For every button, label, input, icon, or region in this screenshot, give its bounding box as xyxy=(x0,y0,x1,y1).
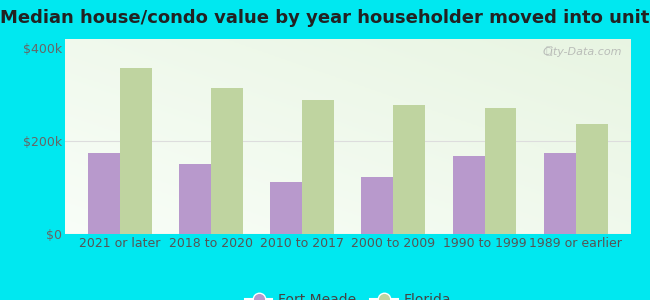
Bar xyxy=(484,108,517,234)
Text: City-Data.com: City-Data.com xyxy=(543,47,622,57)
Bar xyxy=(88,153,120,234)
Bar xyxy=(393,105,425,234)
Text: Median house/condo value by year householder moved into unit: Median house/condo value by year househo… xyxy=(0,9,650,27)
Bar xyxy=(211,88,243,234)
Bar xyxy=(120,68,151,234)
Bar xyxy=(302,100,334,234)
Bar xyxy=(179,164,211,234)
Legend: Fort Meade, Florida: Fort Meade, Florida xyxy=(239,288,456,300)
Bar xyxy=(270,182,302,234)
Bar xyxy=(452,156,484,234)
Bar xyxy=(576,124,608,234)
Text: ⓘ: ⓘ xyxy=(546,46,552,56)
Bar xyxy=(544,153,576,234)
Bar xyxy=(361,177,393,234)
